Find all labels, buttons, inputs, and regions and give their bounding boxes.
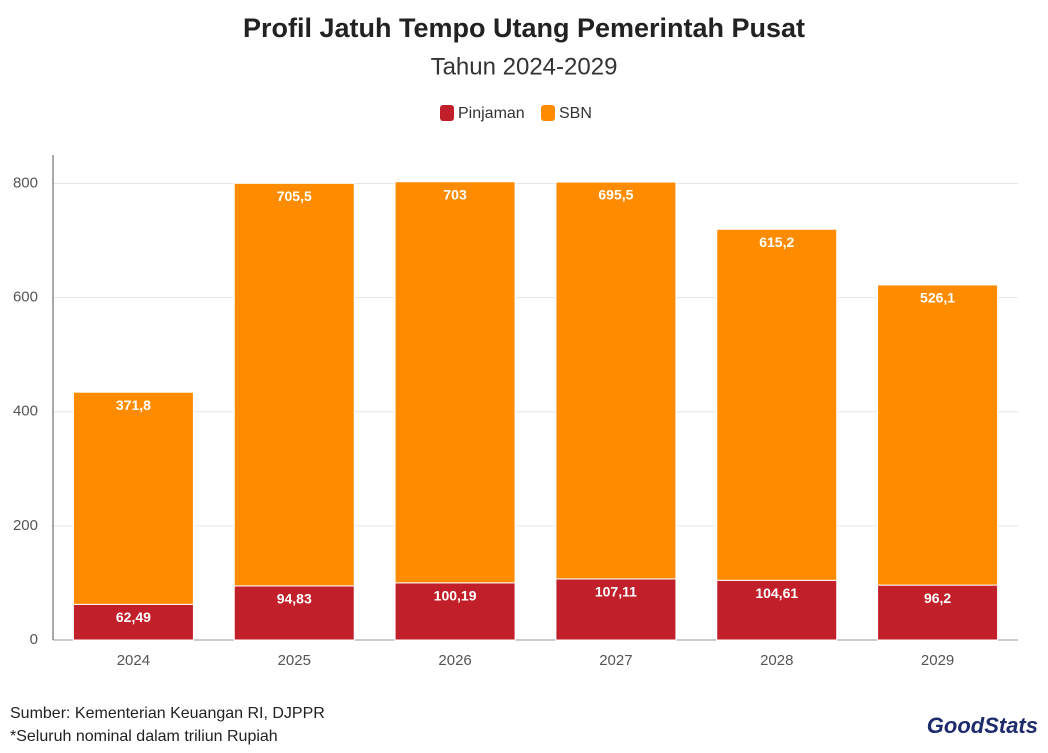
data-label: 526,1	[920, 290, 955, 306]
data-label: 104,61	[755, 585, 798, 601]
x-tick-label: 2024	[117, 652, 150, 669]
legend-swatch	[440, 105, 454, 121]
bar-segment	[555, 181, 677, 580]
bar-segment	[394, 181, 516, 584]
x-tick-label: 2027	[599, 652, 632, 669]
data-label: 705,5	[277, 188, 312, 204]
data-label: 62,49	[116, 609, 151, 625]
bar-segment	[233, 182, 355, 587]
y-tick-label: 400	[13, 403, 38, 420]
bar-segment	[716, 579, 838, 641]
data-label: 695,5	[598, 187, 633, 203]
y-tick-label: 600	[13, 289, 38, 306]
legend-label: Pinjaman	[458, 105, 525, 122]
source: Sumber: Kementerian Keuangan RI, DJPPR	[10, 705, 325, 722]
bar-segment	[394, 582, 516, 641]
note: *Seluruh nominal dalam triliun Rupiah	[10, 728, 278, 745]
chart-subtitle: Tahun 2024-2029	[431, 53, 618, 80]
data-label: 96,2	[924, 590, 951, 606]
bar-segment	[877, 284, 999, 586]
legend-label: SBN	[559, 105, 592, 122]
bar-segment	[72, 603, 194, 641]
data-label: 703	[443, 186, 467, 202]
chart-title: Profil Jatuh Tempo Utang Pemerintah Pusa…	[243, 13, 805, 43]
bar-segment	[233, 585, 355, 641]
bar-segment	[877, 584, 999, 641]
y-tick-label: 800	[13, 174, 38, 191]
data-label: 94,83	[277, 591, 312, 607]
data-label: 371,8	[116, 397, 151, 413]
x-tick-label: 2029	[921, 652, 954, 669]
data-label: 100,19	[434, 588, 477, 604]
x-tick-label: 2028	[760, 652, 793, 669]
y-tick-label: 200	[13, 517, 38, 534]
bar-segment	[72, 391, 194, 605]
y-tick-label: 0	[30, 631, 38, 648]
x-tick-label: 2026	[438, 652, 471, 669]
logo: GoodStats	[927, 713, 1038, 738]
data-label: 107,11	[595, 584, 637, 600]
legend-swatch	[541, 105, 555, 121]
x-tick-label: 2025	[278, 652, 311, 669]
data-label: 615,2	[759, 234, 794, 250]
bar-segment	[716, 228, 838, 581]
